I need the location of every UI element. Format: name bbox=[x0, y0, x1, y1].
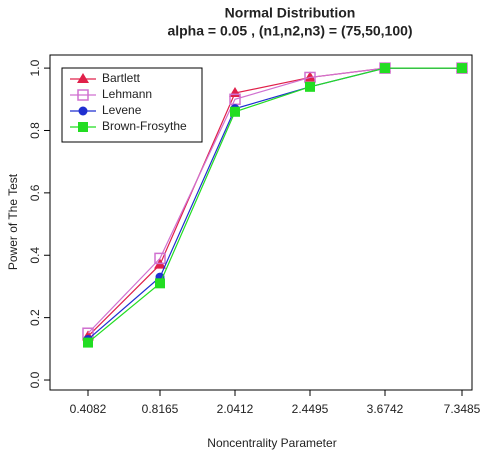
legend-marker bbox=[77, 89, 89, 101]
x-tick-label: 0.4082 bbox=[70, 402, 107, 416]
point bbox=[457, 63, 467, 74]
legend-label: Bartlett bbox=[102, 71, 141, 85]
legend-label: Brown-Frosythe bbox=[102, 119, 187, 133]
y-tick-label: 0.6 bbox=[28, 184, 42, 201]
legend-marker bbox=[77, 73, 89, 83]
x-tick-label: 0.8165 bbox=[142, 402, 179, 416]
x-tick-label: 2.0412 bbox=[217, 402, 254, 416]
y-tick-label: 1.0 bbox=[28, 59, 42, 76]
y-axis-title: Power of The Test bbox=[6, 173, 20, 270]
point bbox=[380, 63, 390, 74]
legend-marker bbox=[78, 106, 88, 116]
point bbox=[83, 337, 93, 348]
point bbox=[155, 278, 165, 289]
legend-label: Lehmann bbox=[102, 87, 152, 101]
plot-frame bbox=[49, 54, 473, 391]
y-tick-label: 0.0 bbox=[28, 371, 42, 388]
point bbox=[305, 81, 315, 92]
point bbox=[304, 71, 316, 82]
series-line bbox=[87, 67, 462, 344]
point bbox=[154, 252, 166, 265]
x-tick-label: 2.4495 bbox=[292, 402, 329, 416]
y-tick-label: 0.4 bbox=[28, 247, 42, 264]
chart-subtitle: alpha = 0.05 , (n1,n2,n3) = (75,50,100) bbox=[167, 23, 412, 39]
y-tick-label: 0.8 bbox=[28, 122, 42, 139]
chart-title: Normal Distribution bbox=[225, 5, 356, 21]
legend-label: Levene bbox=[102, 103, 142, 117]
x-axis-title: Noncentrality Parameter bbox=[207, 436, 336, 450]
x-tick-label: 3.6742 bbox=[367, 402, 404, 416]
y-tick-label: 0.2 bbox=[28, 309, 42, 326]
x-tick-label: 7.3485 bbox=[444, 402, 481, 416]
legend-marker bbox=[78, 122, 88, 132]
point bbox=[230, 106, 240, 117]
